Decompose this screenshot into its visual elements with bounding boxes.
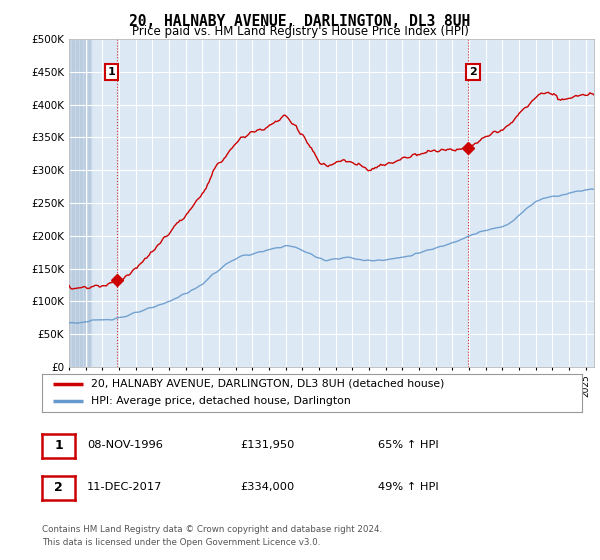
Bar <box>69 39 91 367</box>
Text: 2: 2 <box>469 67 477 77</box>
Text: £131,950: £131,950 <box>240 440 295 450</box>
Text: 20, HALNABY AVENUE, DARLINGTON, DL3 8UH: 20, HALNABY AVENUE, DARLINGTON, DL3 8UH <box>130 14 470 29</box>
Text: 08-NOV-1996: 08-NOV-1996 <box>87 440 163 450</box>
Text: 49% ↑ HPI: 49% ↑ HPI <box>378 482 439 492</box>
Text: 20, HALNABY AVENUE, DARLINGTON, DL3 8UH (detached house): 20, HALNABY AVENUE, DARLINGTON, DL3 8UH … <box>91 379 444 389</box>
Text: HPI: Average price, detached house, Darlington: HPI: Average price, detached house, Darl… <box>91 396 350 407</box>
Text: £334,000: £334,000 <box>240 482 294 492</box>
Text: 2: 2 <box>54 481 63 494</box>
Text: 1: 1 <box>108 67 116 77</box>
Text: 11-DEC-2017: 11-DEC-2017 <box>87 482 163 492</box>
Text: Contains HM Land Registry data © Crown copyright and database right 2024.
This d: Contains HM Land Registry data © Crown c… <box>42 525 382 548</box>
Text: 65% ↑ HPI: 65% ↑ HPI <box>378 440 439 450</box>
Text: Price paid vs. HM Land Registry's House Price Index (HPI): Price paid vs. HM Land Registry's House … <box>131 25 469 38</box>
Text: 1: 1 <box>54 439 63 452</box>
